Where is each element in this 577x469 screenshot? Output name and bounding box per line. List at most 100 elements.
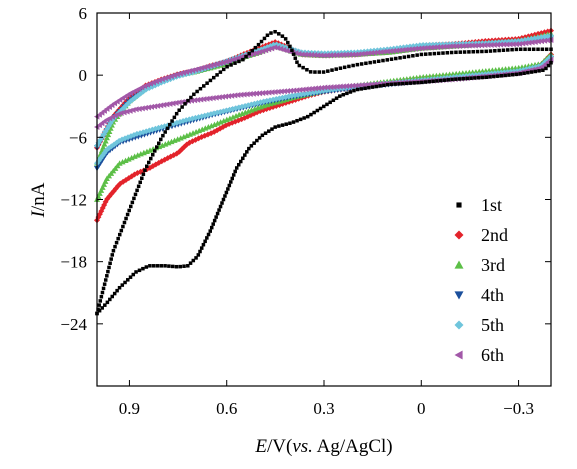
data-point: [263, 131, 268, 135]
data-point: [168, 122, 172, 127]
data-point: [108, 261, 112, 266]
data-point: [277, 45, 284, 52]
data-point: [351, 63, 355, 68]
data-point: [311, 52, 318, 59]
data-point: [461, 76, 466, 81]
data-point: [503, 73, 507, 78]
data-point: [188, 261, 193, 265]
data-point: [183, 102, 187, 106]
data-point: [194, 256, 198, 260]
data-point: [245, 150, 249, 154]
data-point: [396, 47, 403, 54]
data-point: [210, 95, 216, 102]
data-point: [425, 44, 431, 51]
data-point: [331, 98, 336, 103]
data-point: [133, 87, 139, 94]
data-point: [269, 31, 273, 35]
data-point: [514, 47, 519, 52]
data-point: [200, 96, 207, 103]
data-point: [256, 90, 263, 97]
data-point: [278, 88, 284, 95]
data-point: [136, 184, 141, 189]
data-point: [481, 42, 488, 49]
data-point: [385, 58, 390, 62]
data-point: [546, 63, 551, 68]
data-point: [100, 306, 104, 310]
data-point: [215, 211, 220, 216]
data-point: [201, 242, 206, 247]
data-point: [214, 215, 218, 219]
data-point: [225, 93, 232, 100]
data-point: [167, 100, 173, 107]
data-point: [144, 81, 151, 88]
data-point: [103, 303, 107, 307]
data-point: [450, 43, 456, 50]
data-point: [153, 149, 157, 153]
data-point: [159, 76, 165, 83]
data-point: [274, 44, 281, 51]
data-point: [171, 72, 177, 79]
data-point: [284, 88, 291, 95]
data-point: [484, 75, 489, 79]
data-point: [235, 54, 241, 61]
data-point: [372, 60, 377, 64]
data-point: [529, 66, 535, 73]
data-point: [408, 81, 413, 85]
data-point: [331, 83, 337, 90]
data-point: [102, 282, 107, 286]
data-point: [117, 285, 122, 290]
data-point: [253, 90, 259, 97]
data-point: [180, 105, 184, 109]
data-point: [275, 88, 281, 95]
legend-label: 1st: [481, 195, 502, 215]
data-point: [529, 70, 534, 74]
x-label-vs: vs.: [292, 436, 313, 457]
data-point: [427, 79, 432, 84]
data-point: [389, 82, 394, 87]
data-point: [337, 83, 343, 90]
y-label-italic: I: [28, 209, 49, 218]
data-point: [362, 81, 368, 88]
data-point: [484, 49, 488, 54]
data-point: [151, 103, 158, 110]
data-point: [206, 232, 211, 237]
data-point: [497, 48, 501, 53]
data-point: [364, 61, 368, 66]
data-point: [321, 84, 328, 91]
data-point: [220, 59, 226, 66]
x-axis-label: E/V(vs. Ag/AgCl): [254, 436, 392, 457]
legend-item-3rd: 3rd: [454, 255, 505, 275]
data-point: [241, 57, 245, 62]
legend-item-5th: 5th: [454, 315, 504, 335]
data-point: [293, 87, 300, 94]
data-point: [197, 96, 204, 103]
data-point: [432, 51, 437, 56]
data-point: [318, 52, 324, 59]
legend-item-4th: 4th: [454, 285, 504, 305]
data-point: [277, 32, 281, 36]
data-point: [359, 62, 364, 66]
data-point: [315, 108, 320, 113]
x-tick-label: 0.3: [313, 399, 334, 418]
data-point: [398, 56, 402, 60]
data-point: [467, 50, 471, 54]
data-point: [170, 264, 175, 269]
data-point: [401, 81, 405, 86]
data-point: [535, 38, 541, 45]
data-point: [412, 81, 416, 85]
data-point: [247, 90, 253, 97]
data-point: [250, 48, 255, 53]
data-point: [118, 110, 124, 117]
data-point: [127, 107, 133, 114]
data-point: [205, 81, 209, 85]
data-point: [262, 36, 267, 41]
data-point: [217, 60, 223, 67]
data-point: [218, 70, 223, 74]
data-point: [280, 34, 285, 38]
data-point: [265, 33, 270, 38]
data-point: [120, 283, 125, 287]
data-point: [341, 92, 346, 97]
data-point: [259, 39, 264, 44]
data-point: [133, 192, 138, 197]
data-point: [109, 257, 113, 261]
